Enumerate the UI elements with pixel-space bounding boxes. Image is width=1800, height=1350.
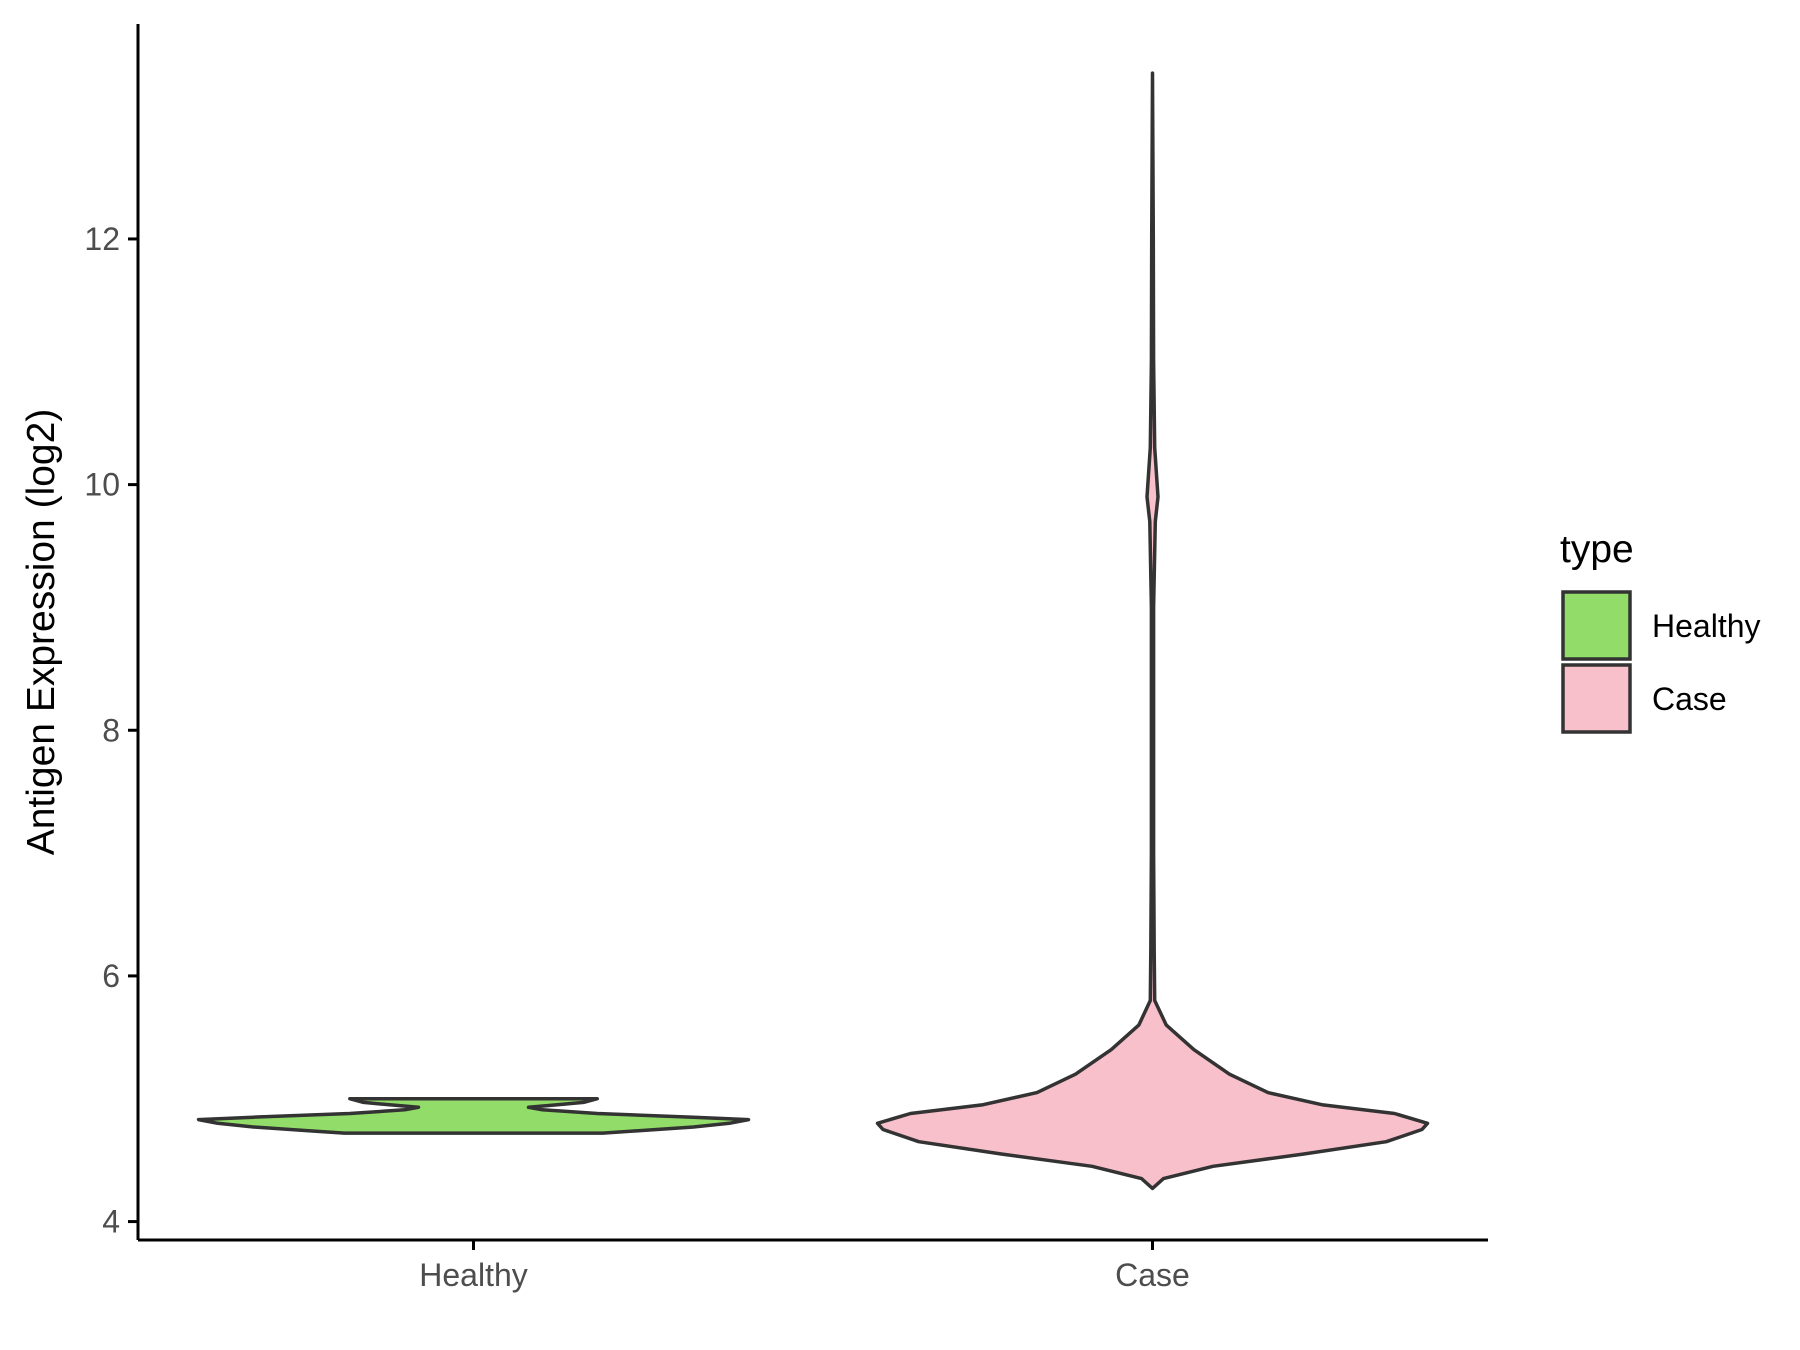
legend: type Healthy Case (1560, 528, 1761, 734)
y-tick-label: 6 (102, 958, 120, 994)
y-tick-label: 10 (84, 467, 120, 503)
x-axis-ticks: Healthy Case (419, 1240, 1190, 1293)
y-axis-ticks: 4 6 8 10 12 (84, 221, 138, 1240)
violin-layer (196, 71, 1430, 1191)
legend-label-case: Case (1652, 681, 1727, 717)
y-axis-title: Antigen Expression (log2) (20, 409, 63, 856)
violin-healthy (196, 1096, 751, 1135)
y-tick-label: 4 (102, 1204, 120, 1240)
legend-title: type (1560, 528, 1634, 571)
x-tick-label: Healthy (419, 1257, 528, 1293)
legend-swatch-case (1561, 663, 1632, 734)
y-tick-label: 8 (102, 712, 120, 748)
x-tick-label: Case (1115, 1257, 1190, 1293)
legend-swatch-healthy (1561, 590, 1632, 661)
legend-label-healthy: Healthy (1652, 608, 1761, 644)
legend-items: Healthy Case (1561, 590, 1761, 734)
violin-case (875, 71, 1430, 1191)
y-tick-label: 12 (84, 221, 120, 257)
